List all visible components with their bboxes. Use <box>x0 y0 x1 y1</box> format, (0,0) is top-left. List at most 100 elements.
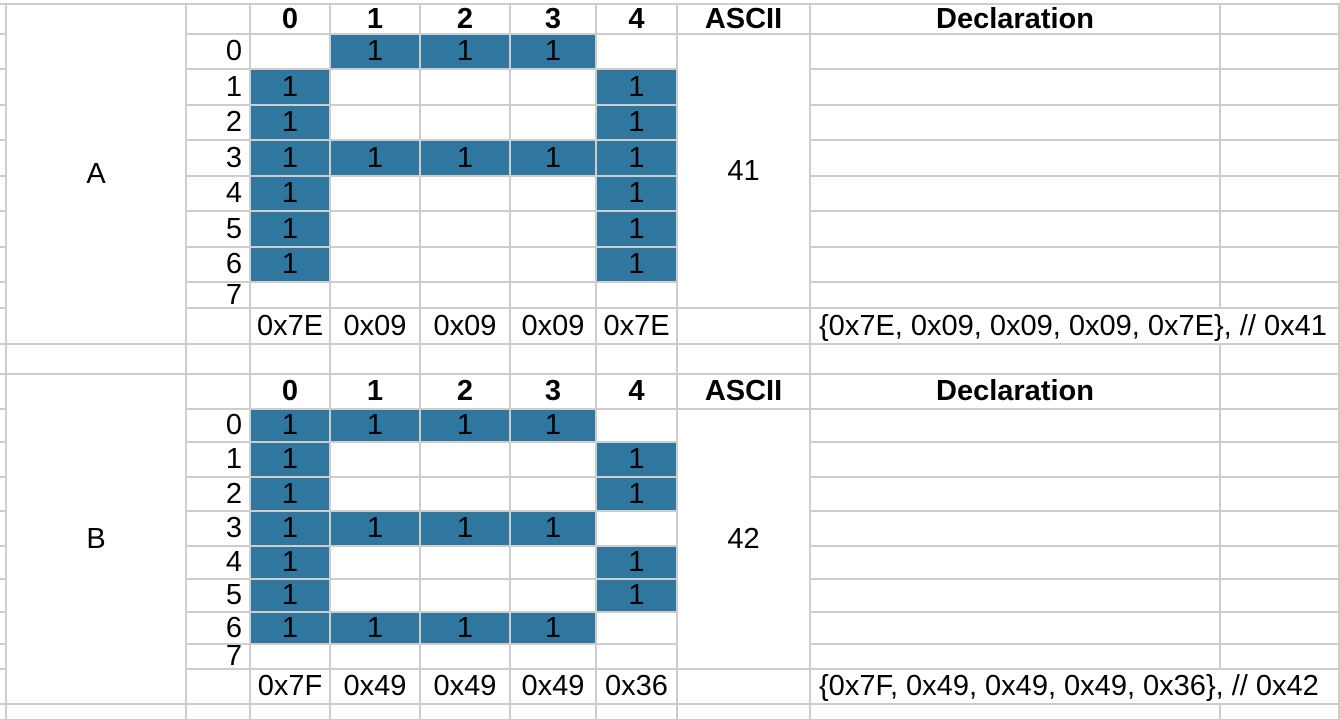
a-hex-value-c2[interactable]: 0x09 <box>421 309 511 345</box>
a-letter-cell[interactable]: A <box>7 3 187 345</box>
b-bitmap-r1-c1[interactable] <box>331 443 421 478</box>
empty-cell[interactable] <box>421 345 511 375</box>
empty-cell[interactable] <box>811 177 1221 212</box>
column-header-4[interactable]: 4 <box>597 375 678 410</box>
empty-cell[interactable] <box>1221 283 1340 309</box>
empty-cell[interactable] <box>1221 3 1340 35</box>
a-bitmap-r3-c3[interactable]: 1 <box>511 141 597 177</box>
b-bitmap-r0-c2[interactable]: 1 <box>421 410 511 443</box>
empty-cell[interactable] <box>811 443 1221 478</box>
b-row-label-7[interactable]: 7 <box>187 645 251 670</box>
b-letter-cell[interactable]: B <box>7 375 187 705</box>
b-bitmap-r0-c3[interactable]: 1 <box>511 410 597 443</box>
b-declaration-text[interactable]: {0x7F, 0x49, 0x49, 0x49, 0x36}, // 0x42 <box>811 670 1319 705</box>
a-hex-value-c1[interactable]: 0x09 <box>331 309 421 345</box>
a-bitmap-r1-c3[interactable] <box>511 70 597 106</box>
b-bitmap-r5-c0[interactable]: 1 <box>251 580 331 613</box>
a-bitmap-r5-c4[interactable]: 1 <box>597 212 678 248</box>
b-bitmap-r3-c0[interactable]: 1 <box>251 512 331 547</box>
a-bitmap-r1-c0[interactable]: 1 <box>251 70 331 106</box>
a-bitmap-r5-c3[interactable] <box>511 212 597 248</box>
b-bitmap-r6-c4[interactable] <box>597 613 678 645</box>
column-header-2[interactable]: 2 <box>421 375 511 410</box>
b-bitmap-r4-c1[interactable] <box>331 547 421 580</box>
b-row-label-2[interactable]: 2 <box>187 478 251 512</box>
b-bitmap-r5-c1[interactable] <box>331 580 421 613</box>
b-bitmap-r7-c4[interactable] <box>597 645 678 670</box>
a-hex-value-c0[interactable]: 0x7E <box>251 309 331 345</box>
a-bitmap-r7-c1[interactable] <box>331 283 421 309</box>
a-bitmap-r2-c1[interactable] <box>331 106 421 141</box>
a-bitmap-r7-c0[interactable] <box>251 283 331 309</box>
b-bitmap-r1-c4[interactable]: 1 <box>597 443 678 478</box>
a-bitmap-r6-c4[interactable]: 1 <box>597 248 678 283</box>
b-row-label-0[interactable]: 0 <box>187 410 251 443</box>
b-bitmap-r3-c4[interactable] <box>597 512 678 547</box>
column-header-3[interactable]: 3 <box>511 3 597 35</box>
empty-cell[interactable] <box>811 70 1221 106</box>
a-row-label-2[interactable]: 2 <box>187 106 251 141</box>
empty-cell[interactable] <box>1221 613 1340 645</box>
empty-cell[interactable] <box>678 309 811 345</box>
empty-cell[interactable] <box>331 705 421 720</box>
a-row-label-6[interactable]: 6 <box>187 248 251 283</box>
a-bitmap-r4-c4[interactable]: 1 <box>597 177 678 212</box>
b-bitmap-r3-c3[interactable]: 1 <box>511 512 597 547</box>
a-bitmap-r5-c0[interactable]: 1 <box>251 212 331 248</box>
a-bitmap-r2-c0[interactable]: 1 <box>251 106 331 141</box>
a-bitmap-r4-c1[interactable] <box>331 177 421 212</box>
b-row-label-5[interactable]: 5 <box>187 580 251 613</box>
a-bitmap-r7-c3[interactable] <box>511 283 597 309</box>
empty-cell[interactable] <box>811 141 1221 177</box>
a-bitmap-r3-c4[interactable]: 1 <box>597 141 678 177</box>
a-bitmap-r1-c2[interactable] <box>421 70 511 106</box>
b-bitmap-r7-c0[interactable] <box>251 645 331 670</box>
empty-cell[interactable] <box>1221 35 1340 70</box>
empty-cell[interactable] <box>1221 248 1340 283</box>
b-bitmap-r2-c2[interactable] <box>421 478 511 512</box>
empty-cell[interactable] <box>1221 309 1340 345</box>
header-blank-cell[interactable] <box>187 3 251 35</box>
empty-cell[interactable] <box>1221 645 1340 670</box>
a-bitmap-r0-c0[interactable] <box>251 35 331 70</box>
empty-cell[interactable] <box>597 345 678 375</box>
empty-cell[interactable] <box>811 547 1221 580</box>
header-blank-cell[interactable] <box>187 375 251 410</box>
b-hex-value-c3[interactable]: 0x49 <box>511 670 597 705</box>
a-bitmap-r3-c0[interactable]: 1 <box>251 141 331 177</box>
empty-cell[interactable] <box>1221 670 1340 705</box>
b-bitmap-r2-c3[interactable] <box>511 478 597 512</box>
a-row-label-3[interactable]: 3 <box>187 141 251 177</box>
empty-cell[interactable] <box>1221 478 1340 512</box>
empty-cell[interactable] <box>811 35 1221 70</box>
b-row-label-4[interactable]: 4 <box>187 547 251 580</box>
empty-cell[interactable] <box>811 512 1221 547</box>
b-ascii-value[interactable]: 42 <box>678 410 811 670</box>
column-header-1[interactable]: 1 <box>331 375 421 410</box>
a-row-label-1[interactable]: 1 <box>187 70 251 106</box>
column-header-4[interactable]: 4 <box>597 3 678 35</box>
b-hex-value-c2[interactable]: 0x49 <box>421 670 511 705</box>
b-bitmap-r1-c0[interactable]: 1 <box>251 443 331 478</box>
b-bitmap-r1-c3[interactable] <box>511 443 597 478</box>
a-hex-value-c4[interactable]: 0x7E <box>597 309 678 345</box>
a-bitmap-r6-c2[interactable] <box>421 248 511 283</box>
empty-cell[interactable] <box>678 345 811 375</box>
b-row-label-1[interactable]: 1 <box>187 443 251 478</box>
a-bitmap-r4-c0[interactable]: 1 <box>251 177 331 212</box>
a-bitmap-r1-c1[interactable] <box>331 70 421 106</box>
empty-cell[interactable] <box>1221 512 1340 547</box>
b-bitmap-r0-c0[interactable]: 1 <box>251 410 331 443</box>
empty-cell[interactable] <box>811 248 1221 283</box>
empty-cell[interactable] <box>251 345 331 375</box>
empty-cell[interactable] <box>187 705 251 720</box>
column-header-0[interactable]: 0 <box>251 375 331 410</box>
empty-cell[interactable] <box>421 705 511 720</box>
empty-cell[interactable] <box>251 705 331 720</box>
b-bitmap-r3-c1[interactable]: 1 <box>331 512 421 547</box>
empty-cell[interactable] <box>811 345 1221 375</box>
a-hex-value-c3[interactable]: 0x09 <box>511 309 597 345</box>
empty-cell[interactable] <box>187 670 251 705</box>
a-bitmap-r6-c3[interactable] <box>511 248 597 283</box>
b-bitmap-r0-c1[interactable]: 1 <box>331 410 421 443</box>
